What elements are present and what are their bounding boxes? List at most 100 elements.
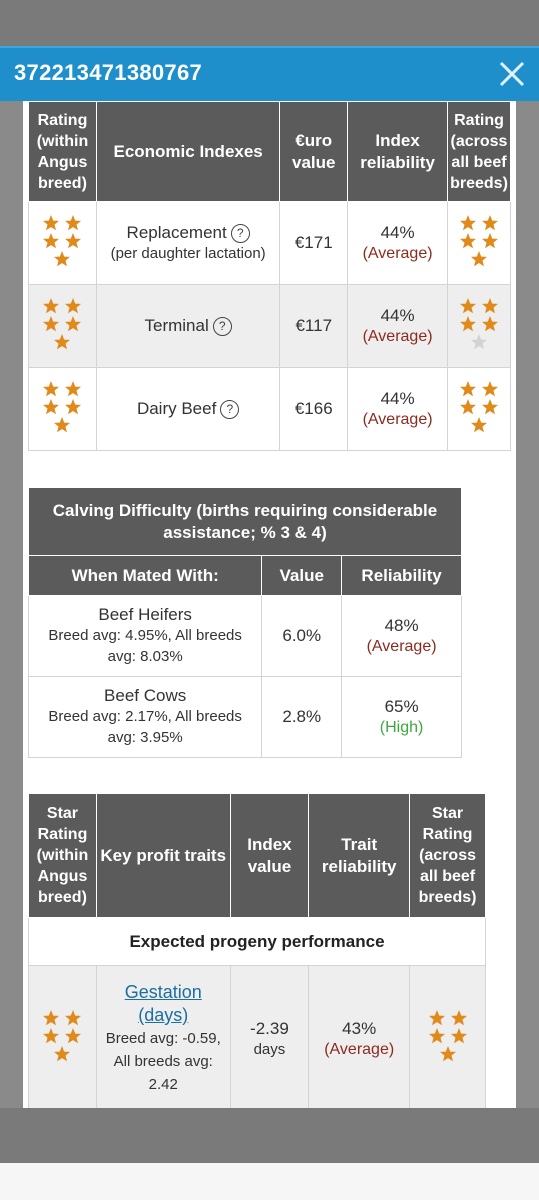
star-filled-icon (460, 232, 476, 248)
header-key-profit-traits: Key profit traits (95, 793, 231, 918)
gestation-link[interactable]: Gestation (days) (124, 982, 202, 1025)
mated-name: Beef Heifers (98, 605, 192, 624)
star-filled-icon (43, 232, 60, 248)
trait-cell: Gestation (days) Breed avg: -0.59, All b… (95, 965, 231, 1108)
reliability-cell: 43% (Average) (308, 965, 411, 1108)
star-filled-icon (43, 1028, 60, 1044)
euro-value: €166 (279, 367, 349, 451)
section-title: Expected progeny performance (28, 917, 486, 966)
reliability-label: (Average) (366, 638, 437, 655)
reliability-cell: 44% (Average) (347, 284, 448, 368)
star-rating-across (447, 367, 511, 451)
reliability-label: (Average) (362, 328, 433, 345)
index-name-cell: Dairy Beef? (95, 367, 281, 451)
index-value: -2.39 (250, 1018, 289, 1038)
index-name-cell: Replacement? (per daughter lactation) (95, 201, 281, 285)
star-filled-icon (450, 1010, 467, 1026)
star-filled-icon (482, 214, 498, 230)
star-filled-icon (54, 333, 71, 349)
star-filled-icon (460, 398, 476, 414)
reliability-cell: 44% (Average) (347, 367, 448, 451)
backdrop-left (0, 101, 23, 1108)
section-row: Expected progeny performance (28, 917, 486, 966)
star-filled-icon (43, 398, 60, 414)
mated-name: Beef Cows (104, 686, 187, 705)
header-star-rating-within: Star Rating (within Angus breed) (28, 793, 97, 918)
table-row-dairy-beef: Dairy Beef? €166 44% (Average) (28, 367, 511, 451)
star-filled-icon (65, 297, 82, 313)
modal-header: 372213471380767 (0, 46, 539, 101)
star-rating-within (28, 965, 97, 1108)
star-filled-icon (471, 416, 487, 432)
star-filled-icon (482, 297, 498, 313)
reliability-value: 44% (380, 223, 415, 242)
reliability-label: (Average) (324, 1040, 395, 1058)
economic-indexes-table: Rating (within Angus breed) Economic Ind… (28, 101, 511, 451)
mated-cell: Beef Cows Breed avg: 2.17%, All breeds a… (27, 676, 263, 758)
traits-header-row: Star Rating (within Angus breed) Key pro… (28, 793, 486, 918)
reliability-cell: 44% (Average) (347, 201, 448, 285)
star-filled-icon (43, 315, 60, 331)
star-filled-icon (482, 380, 498, 396)
reliability-cell: 65% (High) (341, 676, 462, 758)
header-index-value: Index value (229, 793, 310, 918)
euro-value: €117 (279, 284, 349, 368)
index-name: Dairy Beef (136, 398, 217, 418)
reliability-label: (High) (379, 719, 424, 736)
breed-average: Breed avg: 4.95%, All breeds avg: 8.03% (48, 627, 242, 665)
header-economic-indexes: Economic Indexes (95, 101, 281, 202)
reliability-value: 44% (380, 306, 415, 325)
star-filled-icon (43, 297, 60, 313)
reliability-value: 43% (342, 1018, 377, 1038)
star-filled-icon (54, 1046, 71, 1062)
star-filled-icon (439, 1046, 456, 1062)
help-icon[interactable]: ? (230, 224, 250, 243)
header-euro-value: €uro value (279, 101, 349, 202)
close-icon[interactable] (496, 58, 528, 90)
star-filled-icon (54, 416, 71, 432)
star-filled-icon (43, 380, 60, 396)
key-profit-traits-table: Star Rating (within Angus breed) Key pro… (28, 793, 486, 1108)
header-rating-across: Rating (across all beef breeds) (447, 101, 511, 202)
table-row-beef-heifers: Beef Heifers Breed avg: 4.95%, All breed… (27, 595, 462, 677)
reliability-cell: 48% (Average) (341, 595, 462, 677)
index-subtitle: (per daughter lactation) (110, 245, 266, 262)
star-filled-icon (460, 380, 476, 396)
star-filled-icon (460, 214, 476, 230)
euro-value: €171 (279, 201, 349, 285)
reliability-value: 48% (384, 616, 419, 635)
star-filled-icon (65, 214, 82, 230)
calving-title: Calving Difficulty (births requiring con… (28, 487, 462, 556)
calving-difficulty-table: Calving Difficulty (births requiring con… (27, 487, 462, 758)
modal-title: 372213471380767 (14, 60, 203, 85)
star-filled-icon (482, 398, 498, 414)
header-index-reliability: Index reliability (347, 101, 448, 202)
star-rating-across (447, 201, 511, 285)
star-rating-within (28, 201, 97, 285)
backdrop-top (0, 0, 539, 46)
help-icon[interactable]: ? (220, 400, 240, 419)
star-filled-icon (54, 250, 71, 266)
reliability-value: 65% (384, 697, 419, 716)
help-icon[interactable]: ? (212, 317, 232, 336)
index-name-cell: Terminal? (95, 284, 281, 368)
system-nav-area (0, 1163, 539, 1200)
star-filled-icon (43, 214, 60, 230)
header-star-rating-across: Star Rating (across all beef breeds) (409, 793, 486, 918)
backdrop-right (516, 101, 539, 1108)
star-filled-icon (65, 1028, 82, 1044)
reliability-label: (Average) (362, 245, 433, 262)
modal-content[interactable]: Rating (within Angus breed) Economic Ind… (23, 101, 516, 1108)
star-rating-across (447, 284, 511, 368)
index-value-cell: -2.39 days (229, 965, 310, 1108)
calving-value: 6.0% (261, 595, 343, 677)
index-unit: days (253, 1040, 286, 1058)
breed-average: Breed avg: 2.17%, All breeds avg: 3.95% (48, 708, 242, 746)
star-filled-icon (65, 380, 82, 396)
calving-value: 2.8% (261, 676, 343, 758)
star-empty-icon (471, 333, 487, 349)
table-row-gestation: Gestation (days) Breed avg: -0.59, All b… (28, 965, 486, 1108)
header-rating-within: Rating (within Angus breed) (28, 101, 97, 202)
economic-header-row: Rating (within Angus breed) Economic Ind… (28, 101, 511, 202)
index-name: Replacement (126, 222, 227, 242)
